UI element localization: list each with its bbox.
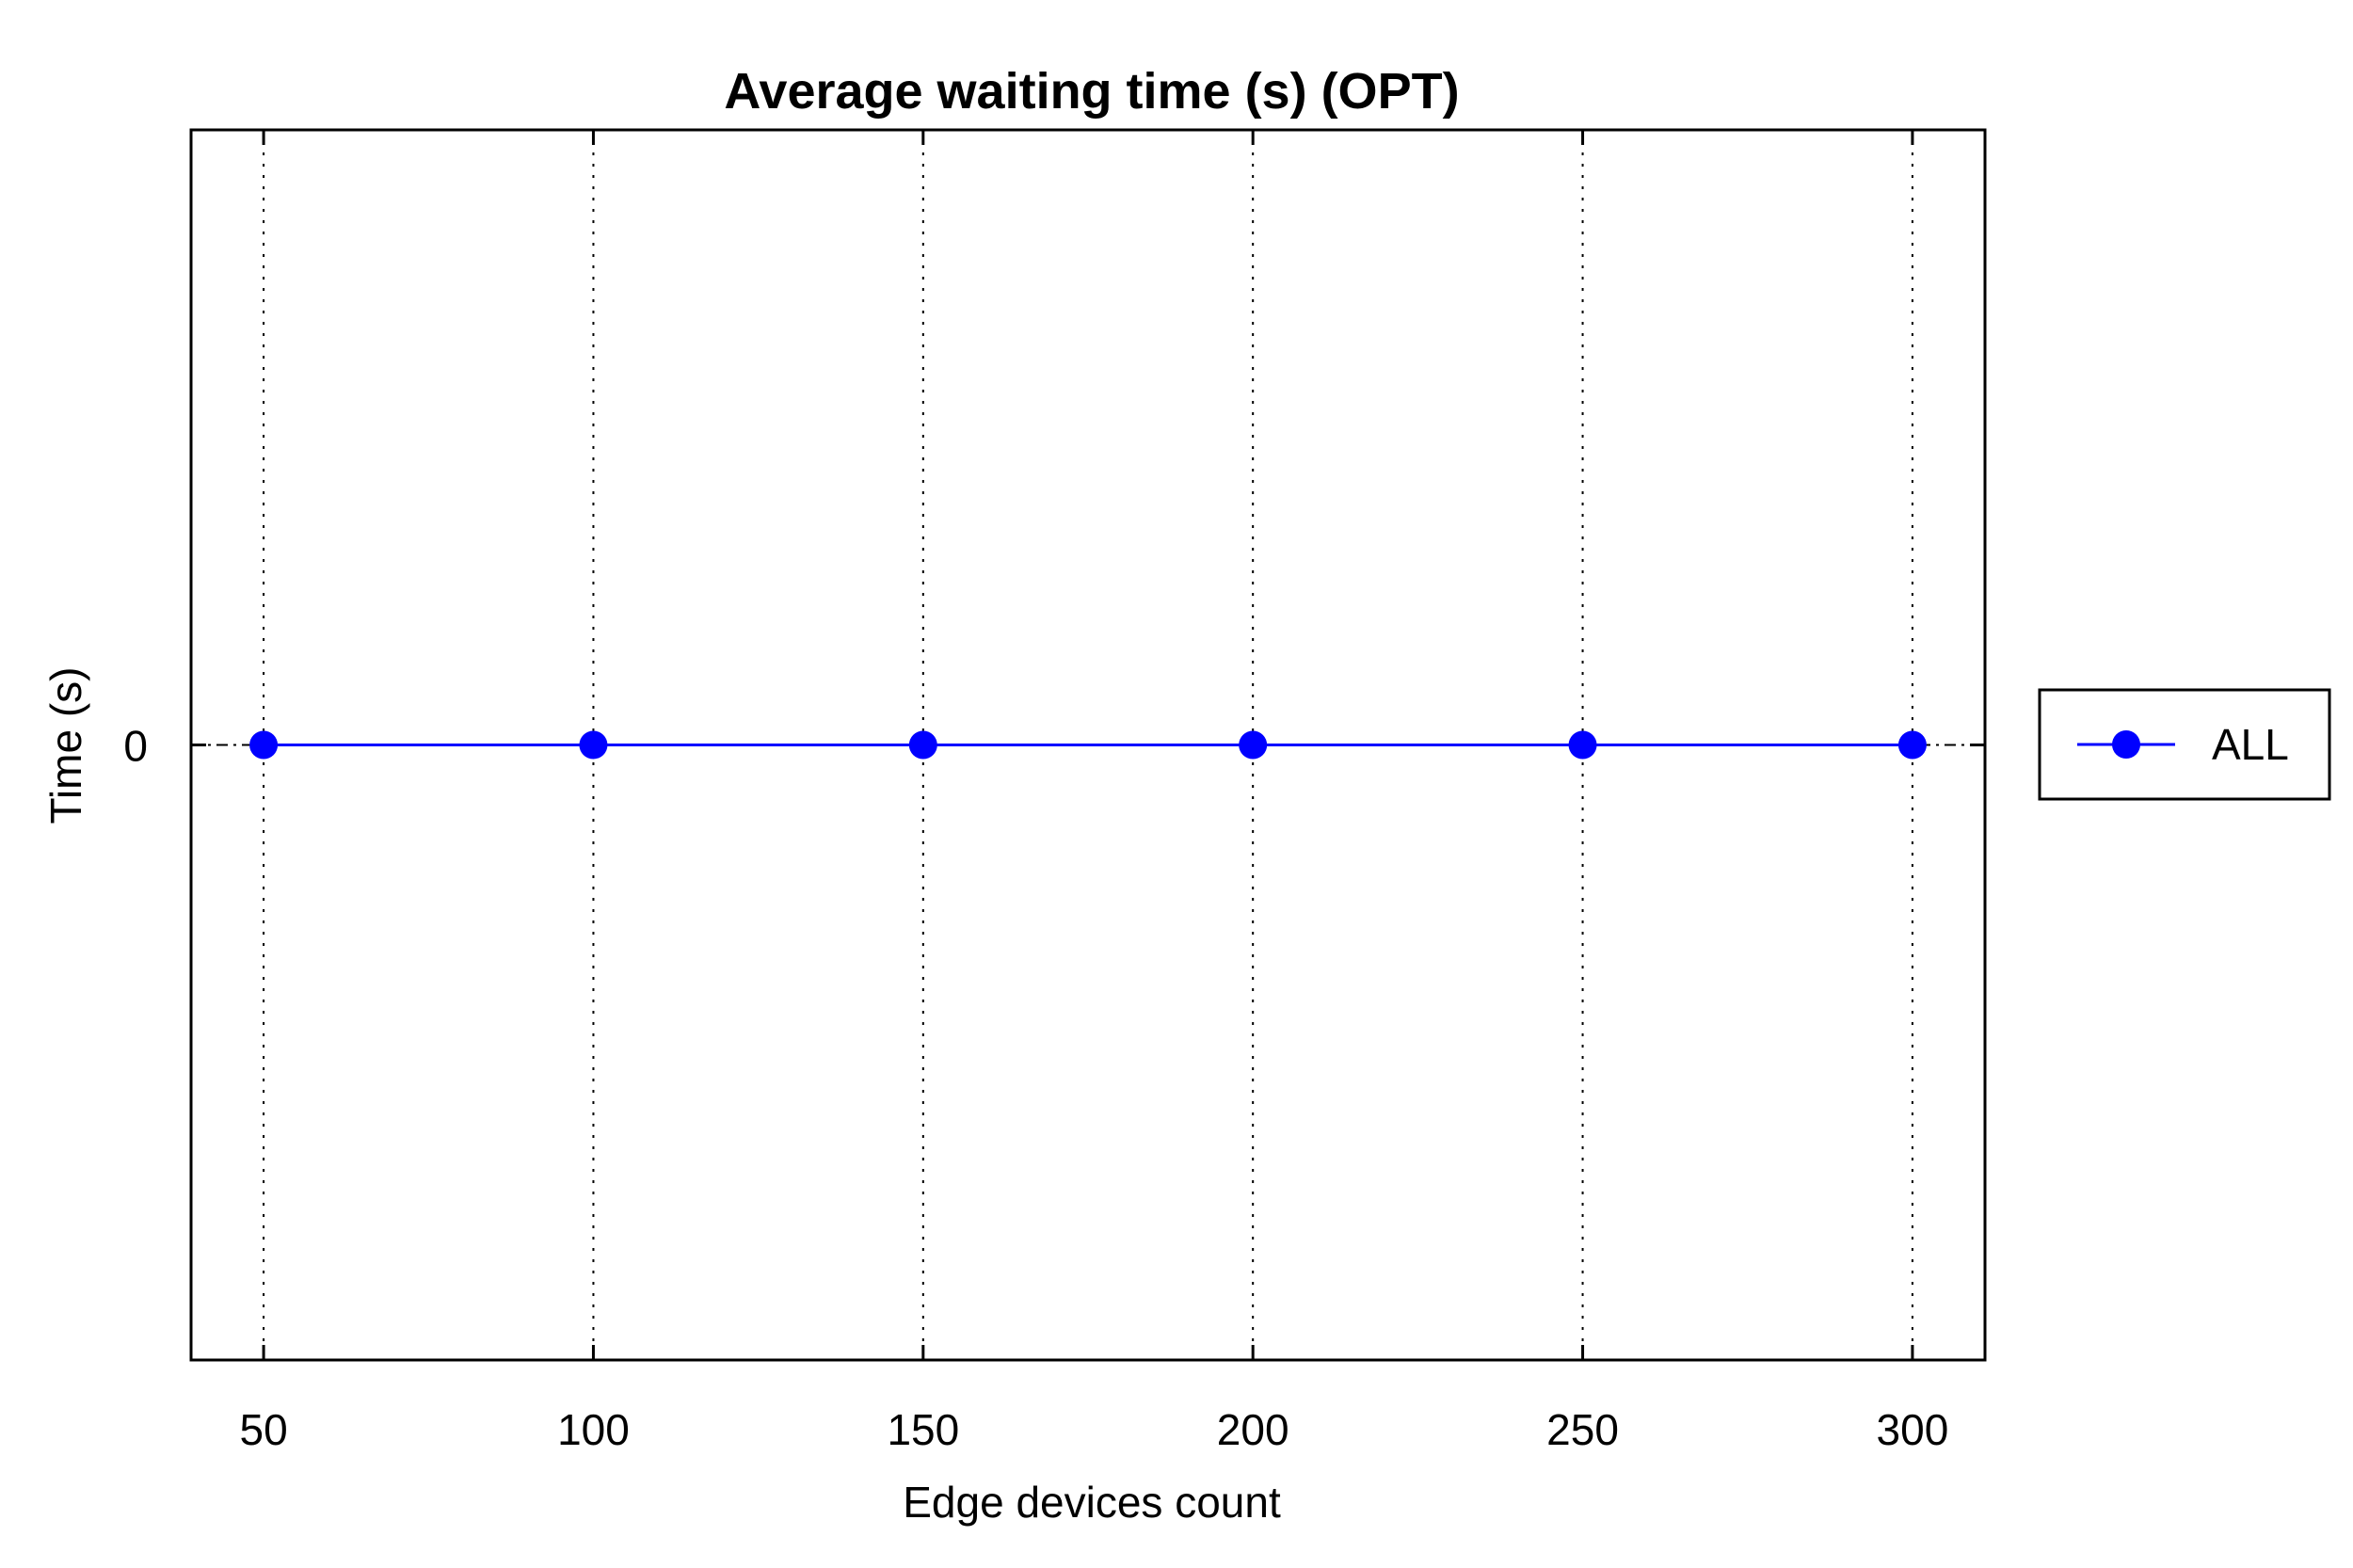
x-tick-label: 250 [1546,1405,1619,1454]
x-grid [263,130,1913,1360]
axis-ticks: 50 100 150 200 250 300 0 [123,130,1985,1454]
x-axis-label: Edge devices count [903,1478,1281,1527]
x-tick-label: 200 [1217,1405,1289,1454]
data-point [1897,730,1927,760]
x-tick-label: 100 [557,1405,630,1454]
x-tick-label: 150 [887,1405,959,1454]
data-point [249,730,279,760]
legend: ALL [2038,688,2331,801]
x-tick-label: 300 [1877,1405,1949,1454]
data-point [1239,730,1268,760]
legend-marker-all [2112,730,2140,759]
series-all [249,730,1927,760]
data-point [1568,730,1597,760]
legend-label-all: ALL [2212,720,2289,769]
data-point [908,730,937,760]
x-tick-label: 50 [239,1405,287,1454]
y-tick-label: 0 [123,722,148,771]
data-point [579,730,608,760]
y-axis-label: Time (s) [41,667,90,824]
chart-title: Average waiting time (s) (OPT) [724,63,1459,120]
